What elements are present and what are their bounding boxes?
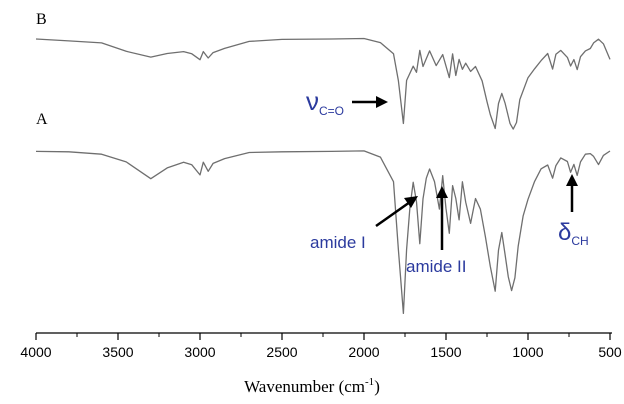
annotation-nu-symbol: νC=O bbox=[306, 86, 344, 118]
x-axis-label: Wavenumber (cm-1) bbox=[244, 376, 380, 396]
annotation-amide-1: amide I bbox=[310, 196, 418, 252]
x-tick-label-4000: 4000 bbox=[20, 344, 51, 360]
annotation-delta-symbol: δCH bbox=[558, 219, 589, 248]
series-label-b: B bbox=[36, 11, 47, 28]
annotation-ch-arrowhead bbox=[566, 174, 578, 186]
annotation-amide-2-arrowhead bbox=[436, 186, 448, 198]
annotation-amide-1-label: amide I bbox=[310, 233, 366, 252]
series-label-a: A bbox=[36, 111, 48, 128]
x-tick-label-3500: 3500 bbox=[102, 344, 133, 360]
annotation-carbonyl-arrowhead bbox=[376, 96, 388, 108]
x-axis-label-text: Wavenumber (cm bbox=[244, 377, 365, 396]
annotation-delta-subscript: CH bbox=[571, 234, 588, 248]
annotation-delta-letter: δ bbox=[558, 219, 571, 246]
annotation-amide-2-label: amide II bbox=[406, 257, 466, 276]
x-axis-label-exponent: -1 bbox=[365, 376, 374, 388]
x-tick-label-3000: 3000 bbox=[184, 344, 215, 360]
annotation-ch-bend: δCH bbox=[558, 174, 589, 248]
annotation-nu-subscript: C=O bbox=[319, 104, 344, 118]
x-axis-ticks: 4000 3500 3000 2500 2000 1500 1000 500 bbox=[20, 333, 621, 360]
annotation-amide-1-arrow bbox=[376, 202, 410, 226]
x-tick-label-2000: 2000 bbox=[348, 344, 379, 360]
x-tick-label-500: 500 bbox=[598, 344, 622, 360]
x-axis-label-close: ) bbox=[374, 377, 380, 396]
x-tick-label-1000: 1000 bbox=[512, 344, 543, 360]
x-tick-label-2500: 2500 bbox=[266, 344, 297, 360]
annotation-nu-letter: ν bbox=[306, 86, 319, 116]
series-layer bbox=[36, 39, 610, 314]
x-tick-label-1500: 1500 bbox=[430, 344, 461, 360]
annotation-carbonyl: νC=O bbox=[306, 86, 388, 118]
